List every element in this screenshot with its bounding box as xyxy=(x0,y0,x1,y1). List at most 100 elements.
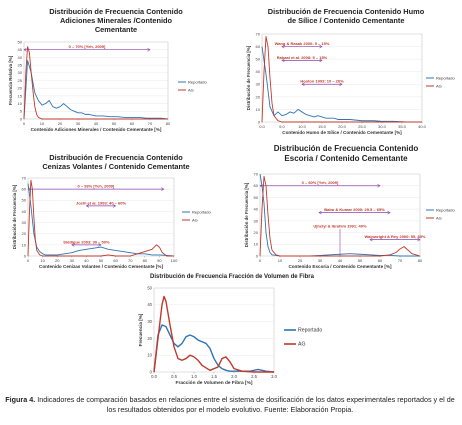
legend-label: AG xyxy=(436,216,442,221)
y-tick-label: 70 xyxy=(254,171,259,176)
y-tick-label: 10 xyxy=(147,353,152,358)
y-tick-label: 50 xyxy=(22,198,27,203)
y-tick-label: 40 xyxy=(254,207,259,212)
y-tick-label: 0 xyxy=(24,253,27,258)
chart-panel-fiber-volume: Distribución de Frecuencia Fracción de V… xyxy=(132,272,332,390)
annotation-arrow-right xyxy=(377,183,381,188)
annotation-label: Rahaal et al. 2008: 5 – 15% xyxy=(277,55,328,60)
x-axis-label: Fracción de Volumen de Fibra [%] xyxy=(176,380,253,386)
annotation-label: Siddique 2003: 30 – 50% xyxy=(63,239,110,244)
x-tick-label: 10 xyxy=(40,258,45,263)
fly-ash-chart: 0 10 20 30 40 50 60 70 0 10 20 30 40 50 60 70 80 90 100 Con… xyxy=(12,175,211,269)
y-tick-label: 40 xyxy=(147,302,152,307)
y-tick-label: 60 xyxy=(254,183,259,188)
y-tick-label: 40 xyxy=(22,209,27,214)
series-line-reportado xyxy=(261,46,422,123)
plot-area xyxy=(27,177,175,257)
y-tick-label: 20 xyxy=(22,231,27,236)
y-tick-label: 10 xyxy=(254,242,259,247)
y-tick-label: 50 xyxy=(147,285,152,290)
y-axis-label: Frecuencia [%] xyxy=(138,313,143,346)
x-axis-label: Contenido Cenizas Volantes / Contenido C… xyxy=(39,264,163,269)
x-tick-label: 20.0 xyxy=(338,124,347,129)
x-tick-label: 30.0 xyxy=(378,124,387,129)
annotation-arrow-left xyxy=(85,204,90,208)
x-axis-label: Contenido Escoria / Contenido Cementante… xyxy=(288,264,392,269)
x-tick-label: 80 xyxy=(166,121,171,126)
x-axis-label: Contenido Adiciones Minerales / Contenid… xyxy=(31,127,162,132)
x-tick-label: 0 xyxy=(27,258,30,263)
chart-title: Distribución de Frecuencia Fracción de V… xyxy=(150,274,314,280)
chart-panel-slag: Distribución de Frecuencia Contenido Esc… xyxy=(232,140,460,270)
annotation-arrow-right xyxy=(387,210,391,215)
x-tick-label: 50 xyxy=(112,121,117,126)
legend-label: Reportado xyxy=(436,76,455,81)
legend-label: Reportado xyxy=(298,328,322,334)
series-line-ag xyxy=(23,46,168,120)
x-tick-label: 2.0 xyxy=(231,374,237,379)
x-tick-label: 60 xyxy=(378,258,383,263)
fiber-volume-chart: 0 10 20 30 40 50 0.0 0.5 1.0 1.5 2.0 2.5 3.0 Fracción… xyxy=(138,285,322,386)
annotation-arrow-left xyxy=(27,187,31,191)
y-tick-label: 10 xyxy=(22,242,27,247)
y-tick-label: 0 xyxy=(258,119,261,124)
y-tick-label: 30 xyxy=(22,220,27,225)
y-axis-label: Distribución de Frecuencia [%] xyxy=(12,184,17,249)
y-axis-label: Distribución de Frecuencia [%] xyxy=(246,45,251,110)
annotation-arrow-right xyxy=(319,44,323,49)
y-tick-label: 10 xyxy=(18,101,23,106)
y-tick-label: 20 xyxy=(147,336,152,341)
chart-title: Distribución de Frecuencia Contenido Cen… xyxy=(42,153,190,171)
annotation-arrow-right xyxy=(319,58,323,63)
mineral-additions-chart: 0 5 10 15 20 25 30 35 40 45 50 0 10 20 30 40 50 60 70 80 Con… xyxy=(8,39,207,132)
y-axis-label: Frecuencia Relativa [%] xyxy=(8,55,13,105)
chart-title: Distribución de Frecuencia Contenido Esc… xyxy=(273,144,419,163)
y-tick-label: 10 xyxy=(256,107,261,112)
y-tick-label: 0 xyxy=(256,253,259,258)
annotation-label: Hooton 1993: 10 – 20% xyxy=(300,79,344,84)
legend-label: AG xyxy=(298,342,306,348)
annotation-arrow-left xyxy=(318,210,322,215)
annotation-arrow-left xyxy=(369,237,373,242)
y-tick-label: 30 xyxy=(18,70,23,75)
y-tick-label: 40 xyxy=(18,55,23,60)
x-tick-label: 1.0 xyxy=(191,374,197,379)
legend-label: AG xyxy=(192,218,198,223)
y-tick-label: 30 xyxy=(147,319,152,324)
x-tick-label: 30 xyxy=(76,121,81,126)
x-tick-label: 0.5 xyxy=(171,374,177,379)
y-tick-label: 15 xyxy=(18,93,23,98)
x-tick-label: 80 xyxy=(418,258,423,263)
x-tick-label: 70 xyxy=(128,258,133,263)
legend-label: Reportado xyxy=(436,208,455,213)
silica-fume-chart: 0 10 20 30 40 50 60 70 0.0 5.0 10.0 15.0 20.0 25.0 30.… xyxy=(246,31,455,135)
legend-label: Reportado xyxy=(188,80,207,85)
annotation-arrow-left xyxy=(23,47,27,52)
series-line-ag xyxy=(261,36,422,123)
chart-title: Distribución de Frecuencia Contenido Adi… xyxy=(49,7,183,34)
y-tick-label: 25 xyxy=(18,78,23,83)
legend-label: AG xyxy=(436,84,442,89)
annotation-label: 0 – 93% [Yeh, 2009] xyxy=(78,184,115,189)
y-tick-label: 50 xyxy=(256,57,261,62)
caption-text: Indicadores de comparación basados en re… xyxy=(37,395,455,415)
x-tick-label: 30 xyxy=(70,258,75,263)
figure-caption: Figura 4. Indicadores de comparación bas… xyxy=(4,395,456,415)
x-tick-label: 70 xyxy=(398,258,403,263)
annotation-arrow-right xyxy=(339,82,343,87)
x-tick-label: 80 xyxy=(143,258,148,263)
y-tick-label: 70 xyxy=(256,31,261,36)
annotation-arrow-left xyxy=(301,82,305,87)
x-tick-label: 10 xyxy=(278,258,283,263)
series-line-reportado xyxy=(23,60,169,120)
x-tick-label: 40 xyxy=(94,121,99,126)
x-tick-label: 40 xyxy=(84,258,89,263)
x-tick-label: 10.0 xyxy=(298,124,307,129)
annotation-arrow-right xyxy=(98,243,102,247)
x-tick-label: 70 xyxy=(148,121,153,126)
annotation-arrow-left xyxy=(281,58,285,63)
series-line-reportado xyxy=(27,183,175,257)
annotation-label: Joshi et al. 1993: 40 – 60% xyxy=(76,200,126,205)
x-tick-label: 100 xyxy=(171,258,178,263)
annotation-label: Wang & Rasak 2000: 5 – 15% xyxy=(275,41,330,46)
